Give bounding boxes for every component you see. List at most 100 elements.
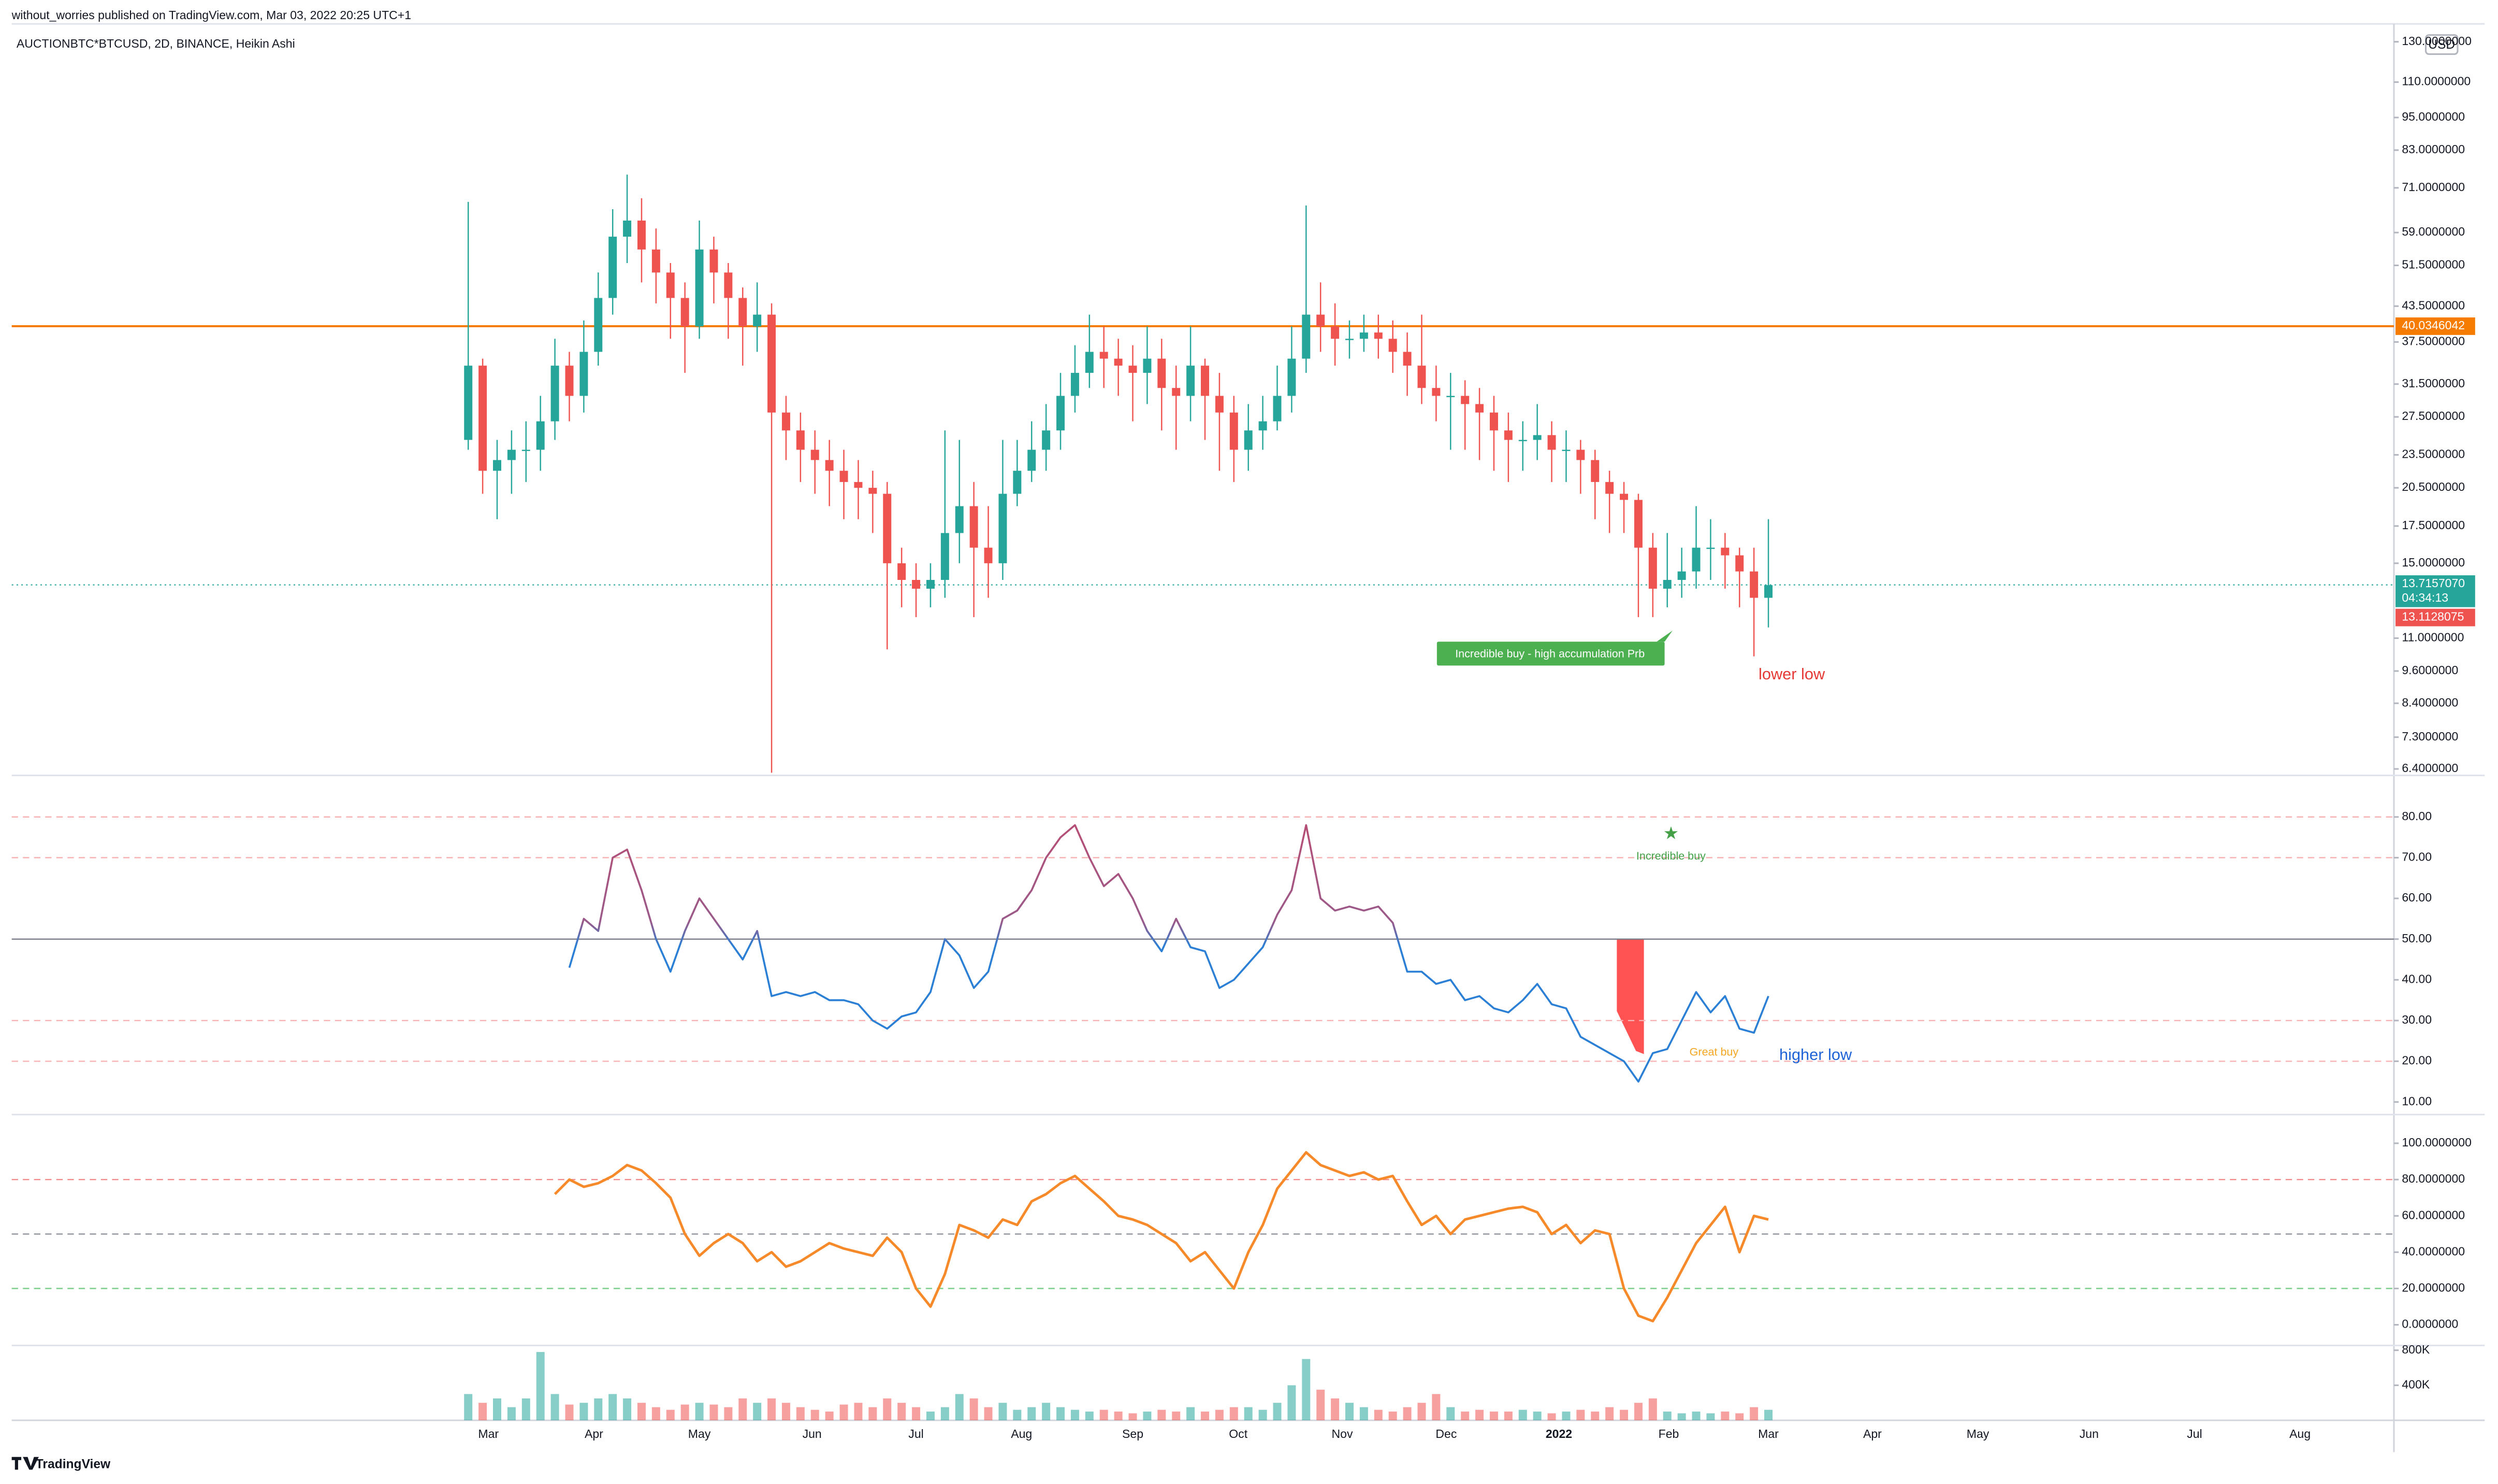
logo-mark — [11, 1457, 39, 1470]
y-tick-label: 60.0000000 — [2402, 1208, 2465, 1221]
y-tick-label: 20.5000000 — [2402, 480, 2465, 493]
volume-bar — [1533, 1412, 1542, 1420]
candle-body — [738, 298, 747, 327]
candle-body — [550, 366, 559, 421]
volume-bar — [550, 1394, 559, 1420]
candle-body — [1056, 396, 1065, 431]
volume-bar — [1157, 1409, 1166, 1420]
candle-body — [781, 412, 790, 431]
y-tick-label: 27.5000000 — [2402, 409, 2465, 423]
candle-body — [565, 366, 574, 396]
candle-body — [753, 314, 762, 327]
y-tick-label: 51.5000000 — [2402, 258, 2465, 271]
volume-bar — [1374, 1409, 1383, 1420]
volume-bar — [1143, 1412, 1152, 1420]
volume-bar — [1417, 1403, 1426, 1420]
volume-bar — [1591, 1412, 1600, 1420]
volume-bar — [1359, 1407, 1368, 1420]
y-tick-label: 400K — [2402, 1377, 2430, 1391]
volume-bar — [753, 1403, 762, 1420]
candle-body — [1735, 555, 1744, 572]
y-tick-label: 130.0000000 — [2402, 34, 2472, 48]
volume-bar — [926, 1412, 935, 1420]
candle-body — [1721, 547, 1730, 556]
candle-body — [1157, 358, 1166, 388]
volume-bar — [781, 1403, 790, 1420]
volume-bar — [1432, 1394, 1441, 1420]
candle-body — [1388, 339, 1397, 352]
candle-body — [854, 482, 863, 488]
last-price: 13.7157070 — [2402, 576, 2465, 590]
candle-body — [839, 471, 848, 482]
volume-bar — [1721, 1412, 1730, 1420]
y-tick-label: 17.5000000 — [2402, 518, 2465, 532]
candle-body — [969, 506, 978, 548]
indicator-line — [554, 1151, 1769, 1322]
candle-body — [1201, 366, 1210, 396]
volume-bar — [1605, 1407, 1614, 1420]
volume-bar — [1302, 1359, 1311, 1420]
candle-body — [940, 533, 949, 580]
candle-body — [1504, 430, 1513, 440]
volume-bar — [1475, 1409, 1484, 1420]
annotation-pointer — [1657, 630, 1673, 642]
x-tick-label: Aug — [1011, 1427, 1032, 1441]
volume-bar — [1085, 1412, 1094, 1420]
volume-bar — [608, 1394, 617, 1420]
y-tick-label: 11.0000000 — [2402, 631, 2464, 644]
y-tick-label: 100.0000000 — [2402, 1136, 2472, 1149]
volume-bar — [1446, 1407, 1455, 1420]
volume-bar — [1735, 1413, 1744, 1420]
volume-bar — [1518, 1409, 1527, 1420]
candle-body — [1345, 339, 1354, 340]
candle-body — [1302, 314, 1311, 359]
volume-bar — [796, 1407, 805, 1420]
candle-body — [1215, 396, 1224, 413]
candle-body — [998, 493, 1007, 563]
candle-body — [1750, 571, 1759, 598]
volume-bar — [464, 1394, 473, 1420]
candle-body — [478, 366, 487, 471]
candle-body — [637, 220, 646, 250]
candle-body — [623, 220, 632, 237]
candle-body — [1663, 579, 1672, 589]
volume-bar — [1201, 1412, 1210, 1420]
volume-bar — [651, 1407, 660, 1420]
volume-bar — [1750, 1407, 1759, 1420]
candle-body — [1128, 366, 1137, 373]
volume-bar — [1114, 1412, 1123, 1420]
volume-bar — [1620, 1409, 1629, 1420]
volume-bar — [839, 1404, 848, 1420]
currency-box[interactable] — [2424, 34, 2459, 55]
y-tick-label: 20.0000000 — [2402, 1281, 2465, 1294]
x-tick-label: 2022 — [1546, 1427, 1572, 1441]
candle-body — [724, 272, 733, 298]
candle-body — [464, 366, 473, 440]
brand-logo: TradingView — [11, 1457, 111, 1472]
volume-bar — [478, 1403, 487, 1420]
candle-body — [1273, 396, 1282, 421]
x-tick-label: Mar — [1758, 1427, 1779, 1441]
y-tick-label: 50.00 — [2402, 932, 2432, 945]
candle-body — [883, 493, 892, 563]
volume-bar — [521, 1398, 530, 1420]
volume-bar — [1504, 1412, 1513, 1420]
x-tick-label: Mar — [478, 1427, 499, 1441]
volume-bar — [969, 1398, 978, 1420]
volume-bar — [1316, 1389, 1325, 1420]
y-tick-label: 37.5000000 — [2402, 334, 2465, 348]
volume-bar — [1764, 1409, 1773, 1420]
candle-body — [594, 298, 603, 352]
candle-body — [984, 547, 993, 563]
candle-body — [1605, 482, 1614, 494]
volume-bar — [1056, 1407, 1065, 1420]
y-tick-label: 80.00 — [2402, 809, 2432, 823]
volume-bar — [1677, 1413, 1686, 1420]
annotation-box — [1436, 642, 1665, 666]
y-tick-label: 110.0000000 — [2402, 75, 2471, 88]
candle-body — [1172, 388, 1181, 396]
candle-body — [1562, 449, 1571, 452]
candle-body — [1518, 440, 1527, 442]
volume-bar — [1244, 1407, 1253, 1420]
